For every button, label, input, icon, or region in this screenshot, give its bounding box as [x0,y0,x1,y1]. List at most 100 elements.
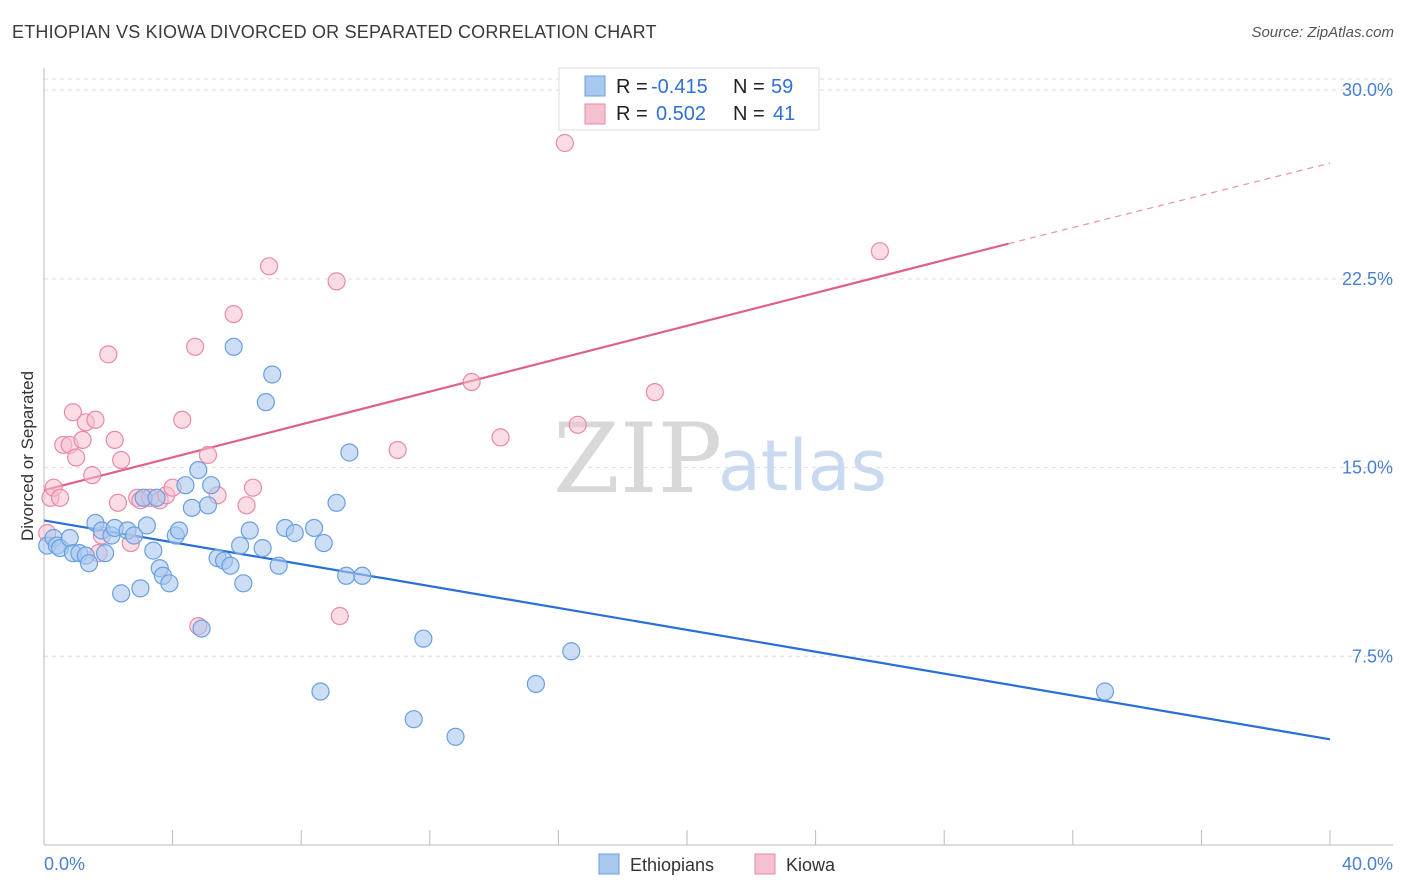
ethiopians-points [38,337,1115,746]
legend-bottom-label-ethiopians: Ethiopians [630,855,714,875]
ethiopians-point [224,337,243,356]
watermark: ZIP atlas [553,403,887,515]
ethiopians-point [147,488,166,507]
kiowa-point [83,466,102,485]
kiowa-point [108,493,128,512]
ethiopians-point [131,579,150,598]
kiowa-point [243,478,263,497]
kiowa-point [67,448,86,467]
kiowa-point [73,430,92,450]
ethiopians-point [446,727,465,746]
kiowa-point [224,304,243,324]
legend-bottom-swatch-ethiopians [598,853,620,875]
y-tick-label: 15.0% [1342,458,1393,478]
ethiopians-point [256,393,275,412]
grid-lines [44,78,1393,657]
legend-bottom-swatch-kiowa [754,853,776,875]
ethiopians-point [182,498,201,517]
ethiopians-point [269,556,288,575]
ethiopians-point [160,574,179,593]
kiowa-point [186,337,205,356]
kiowa-point [462,372,481,392]
legend-n-value: 41 [773,103,795,125]
kiowa-point [645,382,664,402]
ethiopians-point [311,682,330,701]
ethiopians-point [1095,682,1115,701]
legend-r-label: R = [616,76,648,98]
ethiopians-point [340,443,359,462]
ethiopians-point [169,521,189,540]
ethiopians-point [79,554,99,573]
legend-n-label: N = [733,103,765,125]
ethiopians-point [112,584,131,603]
chart-source: Source: ZipAtlas.com [1251,24,1394,41]
ethiopians-point [234,574,253,593]
ethiopians-trend-line [43,519,1331,741]
watermark-atlas: atlas [718,425,887,507]
kiowa-point [237,496,256,515]
ethiopians-point [192,619,211,638]
kiowa-point [63,403,83,422]
chart-title: ETHIOPIAN VS KIOWA DIVORCED OR SEPARATED… [12,22,657,42]
ethiopians-point [189,460,208,480]
legend-bottom: Ethiopians Kiowa [598,853,836,875]
ethiopians-point [221,556,240,575]
ethiopians-point [95,544,115,563]
x-tick-label: 40.0% [1342,854,1393,874]
legend-r-value: 0.502 [656,103,706,125]
kiowa-point [327,272,346,291]
kiowa-point [259,257,279,276]
kiowa-point [330,606,349,626]
ethiopians-point [285,523,304,543]
kiowa-point [568,415,587,434]
kiowa-point [173,410,192,429]
kiowa-point [99,345,118,364]
legend-swatch-kiowa [584,103,606,125]
ethiopians-point [231,536,250,555]
kiowa-points [38,133,890,636]
kiowa-point [86,410,105,429]
tick-labels: 7.5% 15.0% 22.5% 30.0% 0.0% 40.0% [44,80,1393,874]
axes [43,68,1393,846]
kiowa-point [388,440,407,460]
legend-bottom-label-kiowa: Kiowa [786,855,836,875]
y-tick-label: 22.5% [1342,269,1393,289]
kiowa-point [112,450,131,470]
ethiopians-point [202,476,221,495]
x-tick-label: 0.0% [44,854,85,874]
ethiopians-point [263,365,282,384]
ethiopians-point [414,629,433,648]
kiowa-point [870,242,890,261]
ethiopians-point [240,521,259,540]
ethiopians-point [314,533,333,553]
legend-swatch-ethiopians [584,75,606,97]
legend-n-value: 59 [771,76,793,98]
ethiopians-point [526,674,545,694]
y-axis-label: Divorced or Separated [18,371,37,541]
legend-r-label: R = [616,103,648,125]
kiowa-point [105,430,124,450]
ethiopians-point [144,541,163,560]
ethiopians-point [327,493,346,512]
ethiopians-point [353,566,372,585]
kiowa-point [555,133,574,153]
ethiopians-point [404,710,423,729]
ethiopians-point [304,518,324,538]
kiowa-trend-line-extension [1008,162,1331,245]
legend-n-label: N = [733,76,765,98]
ethiopians-point [60,528,79,548]
y-tick-label: 30.0% [1342,80,1393,100]
ethiopians-point [124,526,144,545]
y-tick-label: 7.5% [1352,646,1393,666]
kiowa-point [198,445,218,465]
kiowa-point [50,488,70,507]
legend-top: R = -0.415 N = 59 R = 0.502 N = 41 [558,67,820,131]
legend-r-value: -0.415 [651,76,708,98]
ethiopians-point [562,642,581,661]
ethiopians-point [176,476,195,495]
kiowa-point [491,428,510,447]
ethiopians-point [253,538,272,558]
ethiopians-point [198,496,218,515]
ethiopians-point [337,566,356,585]
